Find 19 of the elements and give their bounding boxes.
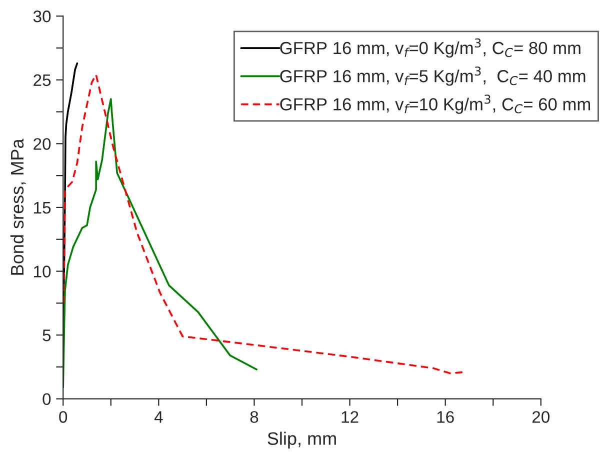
y-tick-label: 20 <box>34 138 51 150</box>
x-tick-label: 20 <box>532 411 550 423</box>
x-axis-title: Slip, mm <box>268 432 336 449</box>
y-tick-label: 5 <box>42 330 51 342</box>
y-axis-title: Bond sress, MPa <box>10 138 26 275</box>
x-tick-label: 0 <box>59 411 68 423</box>
legend-label: GFRP 16 mm, v$_{f}$=5 Kg/m$^{3}$, C$_{C}$= 40 mm <box>280 66 586 86</box>
legend-label: GFRP 16 mm, v$_{f}$=0 Kg/m$^{3}$, C$_{C}$= 80 mm <box>280 38 580 58</box>
x-tick-label: 12 <box>342 411 358 423</box>
x-tick-label: 4 <box>154 411 163 423</box>
x-tick-label: 16 <box>437 411 454 423</box>
y-tick-label: 0 <box>42 393 51 406</box>
x-tick-label: 8 <box>250 411 258 423</box>
y-tick-label: 25 <box>34 74 51 86</box>
line-series <box>63 98 258 388</box>
legend-label: GFRP 16 mm, v$_{f}$=10 Kg/m$^{3}$, C$_{C}$= 60 mm <box>280 94 590 114</box>
y-tick-label: 10 <box>34 266 51 278</box>
y-tick-label: 30 <box>33 10 51 22</box>
y-tick-label: 15 <box>34 202 51 214</box>
